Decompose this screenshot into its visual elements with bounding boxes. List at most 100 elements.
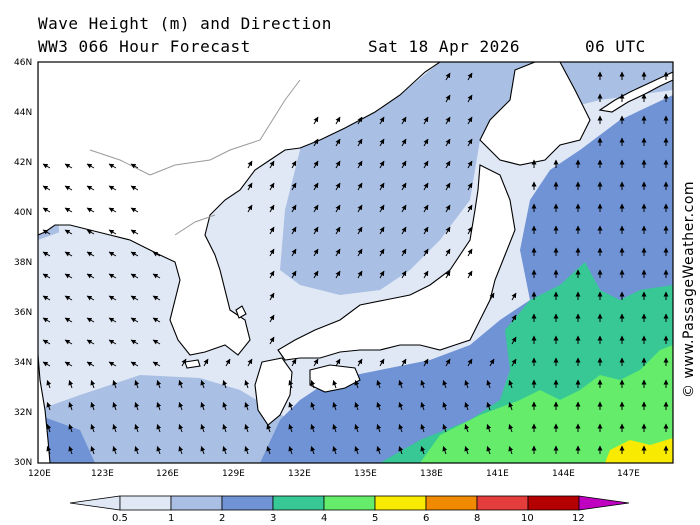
lon-label: 123E [91,469,114,479]
wave-direction-arrow [269,248,275,257]
sea-band-5m [605,438,673,463]
wave-direction-arrow [310,402,316,411]
wave-direction-arrow [401,358,407,367]
kyushu [254,357,293,426]
wave-direction-arrow [156,446,162,455]
legend-swatch [119,495,172,511]
wave-direction-arrow [332,402,338,411]
color-scale-legend: 0.5 1 2 3 4 5 6 8 10 12 [69,495,630,524]
wave-direction-arrow [313,248,319,257]
wave-direction-arrow [291,182,297,191]
wave-direction-arrow [46,380,52,389]
wave-direction-arrow [130,229,139,235]
wave-direction-arrow [112,402,118,411]
lat-label: 30N [14,458,32,468]
wave-direction-arrow [269,292,275,301]
wave-direction-arrow [511,314,517,323]
wave-direction-arrow [445,248,451,257]
wave-direction-arrow [379,248,385,257]
wave-direction-arrow [42,361,51,367]
wave-direction-arrow [508,402,514,411]
wave-direction-arrow [130,339,139,345]
wave-direction-arrow [152,273,161,279]
wave-direction-arrow [42,185,51,191]
wave-direction-arrow [445,72,451,81]
wave-direction-arrow [200,424,206,433]
wave-direction-arrow [420,424,426,433]
wave-direction-arrow [178,380,184,389]
wave-direction-arrow [335,182,341,191]
lon-label: 141E [486,469,509,479]
wave-direction-arrow [90,446,96,455]
wave-direction-arrow [64,229,73,235]
wave-direction-arrow [86,339,95,345]
wave-direction-arrow [401,248,407,257]
forecast-time: 06 UTC [585,37,646,56]
wave-direction-arrow [42,163,51,169]
wave-direction-arrow [489,292,495,301]
wave-direction-arrow [442,424,448,433]
wave-direction-arrow [130,273,139,279]
wave-direction-arrow [511,292,517,301]
wave-direction-arrow [181,358,187,367]
wave-direction-arrow [445,160,451,169]
wave-direction-arrow [244,424,250,433]
lat-label: 46N [14,58,32,68]
wave-direction-arrow [134,380,140,389]
legend-label: 2 [219,513,225,524]
wave-direction-arrow [244,402,250,411]
wave-direction-arrow [401,226,407,235]
wave-direction-arrow [464,402,470,411]
wave-direction-arrow [269,336,275,345]
wave-direction-arrow [445,94,451,103]
wave-direction-arrow [134,446,140,455]
legend-label: 12 [572,513,585,524]
wave-direction-arrow [86,361,95,367]
wave-direction-arrow [313,226,319,235]
legend-swatch [476,495,529,511]
wave-direction-arrow [200,380,206,389]
lon-label: 126E [156,469,179,479]
wave-direction-arrow [130,361,139,367]
legend-label: 3 [270,513,276,524]
wave-direction-arrow [112,380,118,389]
wave-direction-arrow [247,160,253,169]
wave-direction-arrow [269,182,275,191]
wave-direction-arrow [86,163,95,169]
lat-label: 40N [14,208,32,218]
wave-direction-arrow [64,185,73,191]
sea-band-2m-west [38,415,95,463]
wave-direction-arrow [467,72,473,81]
wave-direction-arrow [376,380,382,389]
legend-swatch [69,495,121,511]
wave-direction-arrow [222,380,228,389]
wave-direction-arrow [423,270,429,279]
wave-direction-arrow [398,402,404,411]
wave-direction-arrow [335,358,341,367]
sea-band-1m-north [280,62,673,295]
wave-direction-arrow [335,160,341,169]
wave-direction-arrow [90,424,96,433]
legend-swatch [272,495,325,511]
wave-direction-arrow [376,446,382,455]
wave-direction-arrow [178,402,184,411]
wave-direction-arrow [379,204,385,213]
wave-direction-arrow [486,424,492,433]
wave-direction-arrow [335,270,341,279]
wave-direction-arrow [269,270,275,279]
yellow-sea-cut [38,232,175,355]
legend-swatch [527,495,580,511]
wave-direction-arrow [269,160,275,169]
wave-direction-arrow [134,402,140,411]
wave-direction-arrow [313,160,319,169]
map-title: Wave Height (m) and Direction [38,14,332,33]
borders [89,79,301,236]
lon-label: 138E [420,469,443,479]
wave-direction-arrow [420,446,426,455]
legend-swatch [221,495,274,511]
wave-direction-arrow [486,402,492,411]
lat-label: 44N [14,108,32,118]
wave-direction-arrow [42,251,51,257]
legend-swatch [374,495,427,511]
